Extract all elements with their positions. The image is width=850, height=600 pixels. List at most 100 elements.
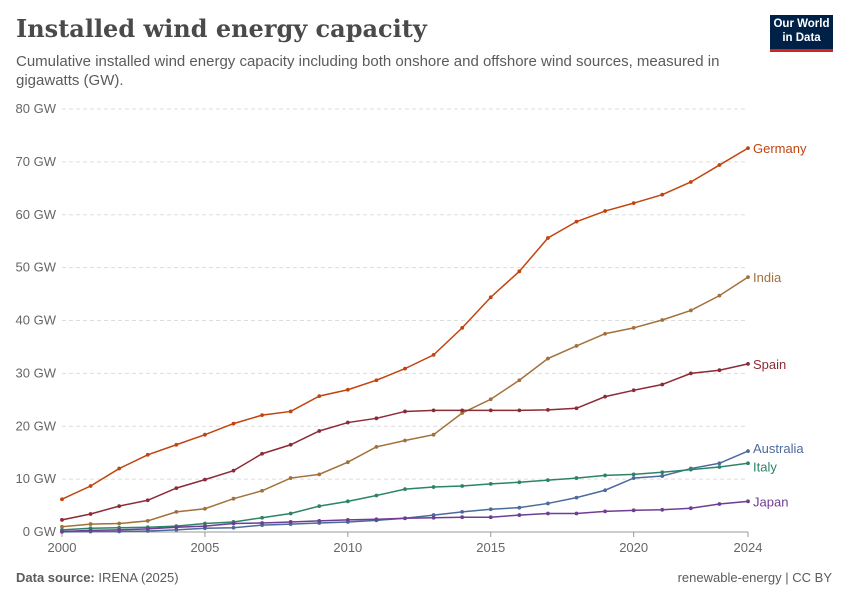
point-india xyxy=(460,411,465,415)
point-japan xyxy=(60,529,64,534)
point-germany xyxy=(631,201,636,206)
point-spain xyxy=(374,416,379,421)
point-india xyxy=(317,472,322,477)
x-axis: 2000 2005 2010 2015 2020 2024 xyxy=(48,531,762,555)
gridlines xyxy=(62,108,748,480)
point-spain xyxy=(288,442,293,447)
point-italy xyxy=(717,465,722,469)
point-japan xyxy=(574,511,579,516)
series-australia xyxy=(60,449,750,534)
point-spain xyxy=(260,451,264,456)
point-india xyxy=(145,518,150,523)
point-japan xyxy=(260,521,264,525)
series-labels: Germany India Spain Australia Italy Japan xyxy=(753,141,807,509)
point-india xyxy=(288,476,293,480)
point-india xyxy=(574,343,579,348)
label-australia: Australia xyxy=(753,441,804,456)
x-tick-label: 2020 xyxy=(619,540,648,555)
y-tick-label: 50 GW xyxy=(16,260,57,275)
point-italy xyxy=(517,480,522,485)
point-italy xyxy=(345,499,350,504)
point-spain xyxy=(488,408,493,413)
point-germany xyxy=(203,432,207,437)
y-axis: 0 GW 10 GW 20 GW 30 GW 40 GW 50 GW 60 GW 70 GW 8… xyxy=(16,101,57,539)
point-spain xyxy=(688,371,693,376)
point-italy xyxy=(203,521,207,526)
point-japan xyxy=(546,511,550,516)
chart-subtitle: Cumulative installed wind energy capacit… xyxy=(16,53,720,89)
point-australia xyxy=(231,525,236,530)
point-spain xyxy=(203,477,207,482)
point-germany xyxy=(403,366,407,371)
y-tick-label: 70 GW xyxy=(16,154,57,169)
point-australia xyxy=(460,510,465,514)
x-tick-label: 2010 xyxy=(333,540,362,555)
point-japan xyxy=(688,506,693,511)
y-tick-label: 60 GW xyxy=(16,207,57,222)
point-india xyxy=(260,488,264,493)
point-japan xyxy=(203,524,207,529)
point-germany xyxy=(117,466,122,471)
point-india xyxy=(431,432,436,437)
point-spain xyxy=(117,504,122,508)
point-italy xyxy=(288,511,293,516)
y-tick-label: 30 GW xyxy=(16,365,57,380)
point-japan xyxy=(717,502,722,506)
point-germany xyxy=(288,409,293,414)
point-spain xyxy=(60,517,64,522)
x-tick-label: 2015 xyxy=(476,540,505,555)
point-japan xyxy=(231,521,236,526)
point-spain xyxy=(231,468,236,473)
point-india xyxy=(345,460,350,465)
point-india xyxy=(374,444,379,449)
y-tick-label: 0 GW xyxy=(23,524,57,539)
point-spain xyxy=(546,407,550,412)
point-germany xyxy=(688,180,693,184)
point-italy xyxy=(460,484,465,488)
series-spain xyxy=(60,361,750,522)
point-italy xyxy=(688,467,693,472)
source-label: Data source: xyxy=(16,570,95,585)
point-germany xyxy=(546,236,550,240)
point-spain xyxy=(603,394,607,399)
data-source: Data source: IRENA (2025) xyxy=(16,570,179,585)
point-italy xyxy=(260,515,264,520)
point-spain xyxy=(660,382,665,387)
point-italy xyxy=(317,504,322,508)
point-australia xyxy=(517,505,522,510)
series-india xyxy=(60,275,750,529)
point-australia xyxy=(603,488,607,493)
point-germany xyxy=(374,378,379,383)
point-spain xyxy=(174,486,179,491)
point-germany xyxy=(574,219,579,224)
source-link[interactable]: IRENA (2025) xyxy=(98,570,179,585)
point-germany xyxy=(145,452,150,457)
point-india xyxy=(231,496,236,501)
series-japan xyxy=(60,499,750,534)
point-india xyxy=(717,293,722,298)
point-japan xyxy=(488,515,493,520)
point-india xyxy=(117,521,122,526)
point-italy xyxy=(603,473,607,478)
point-japan xyxy=(288,520,293,524)
point-germany xyxy=(260,413,264,418)
point-japan xyxy=(603,509,607,514)
point-india xyxy=(488,397,493,402)
point-australia xyxy=(574,495,579,500)
point-india xyxy=(174,510,179,514)
label-germany: Germany xyxy=(753,141,807,156)
label-india: India xyxy=(753,270,782,285)
point-australia xyxy=(717,461,722,466)
point-japan xyxy=(345,517,350,522)
label-japan: Japan xyxy=(753,494,788,509)
owid-logo[interactable]: Our World in Data xyxy=(770,15,833,52)
point-germany xyxy=(60,497,64,502)
point-australia xyxy=(631,476,636,480)
point-spain xyxy=(574,406,579,411)
series-germany xyxy=(60,146,750,502)
point-spain xyxy=(145,498,150,503)
point-germany xyxy=(717,163,722,167)
point-india xyxy=(603,331,607,336)
footer-license[interactable]: renewable-energy | CC BY xyxy=(677,570,832,585)
